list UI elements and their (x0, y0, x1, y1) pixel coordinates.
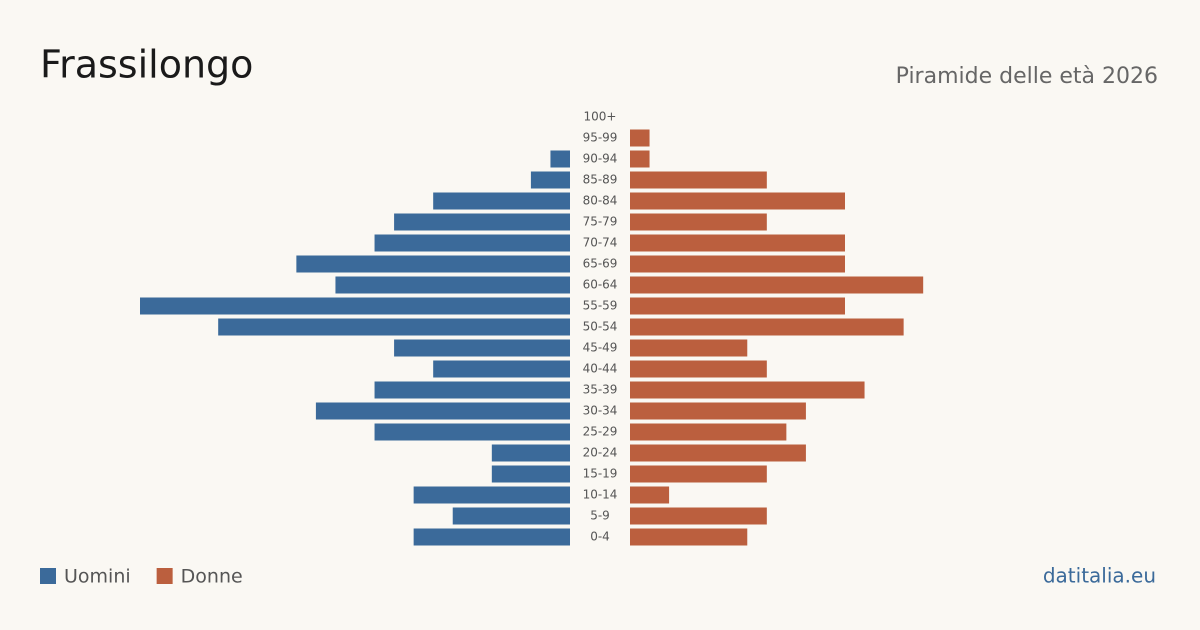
bar (630, 528, 748, 546)
bar (433, 360, 570, 378)
bar (452, 507, 570, 525)
bar (630, 297, 845, 315)
bar (630, 150, 650, 168)
bar (630, 465, 767, 483)
age-label: 100+ (584, 110, 617, 124)
bar (630, 255, 845, 273)
age-label: 85-89 (583, 173, 618, 187)
age-label: 50-54 (583, 320, 618, 334)
bar (374, 381, 570, 399)
age-label: 25-29 (583, 425, 618, 439)
bar (630, 129, 650, 147)
bar (335, 276, 570, 294)
bar (630, 234, 845, 252)
legend-label: Donne (181, 566, 243, 588)
bar (630, 171, 767, 189)
bar (630, 192, 845, 210)
bar (315, 402, 570, 420)
legend-swatch (40, 568, 56, 584)
chart-subtitle: Piramide delle età 2026 (896, 64, 1158, 89)
bar (394, 213, 570, 231)
age-label: 20-24 (583, 446, 618, 460)
age-label: 0-4 (590, 530, 610, 544)
bar (413, 528, 570, 546)
bar (413, 486, 570, 504)
bar (630, 507, 767, 525)
bar (433, 192, 570, 210)
bar (630, 360, 767, 378)
legend-label: Uomini (64, 566, 131, 588)
bar (394, 339, 570, 357)
chart-title: Frassilongo (40, 43, 253, 87)
bar (374, 234, 570, 252)
bar (630, 423, 787, 441)
age-label: 70-74 (583, 236, 618, 250)
age-label: 60-64 (583, 278, 618, 292)
bar (530, 171, 570, 189)
bar (550, 150, 570, 168)
age-label: 55-59 (583, 299, 618, 313)
age-label: 15-19 (583, 467, 618, 481)
age-label: 35-39 (583, 383, 618, 397)
age-label: 10-14 (583, 488, 618, 502)
age-label: 30-34 (583, 404, 618, 418)
age-label: 80-84 (583, 194, 618, 208)
bar (630, 402, 806, 420)
age-label: 90-94 (583, 152, 618, 166)
bar (491, 444, 570, 462)
age-label: 95-99 (583, 131, 618, 145)
legend-swatch (156, 568, 173, 584)
bar (630, 318, 904, 336)
bar (491, 465, 570, 483)
bar (630, 444, 806, 462)
bar (218, 318, 570, 336)
age-label: 65-69 (583, 257, 618, 271)
bar (630, 213, 767, 231)
age-label: 5-9 (590, 509, 610, 523)
age-label: 45-49 (583, 341, 618, 355)
bar (296, 255, 570, 273)
bar (374, 423, 570, 441)
bar (630, 381, 865, 399)
bar (630, 276, 924, 294)
bar (140, 297, 570, 315)
age-label: 75-79 (583, 215, 618, 229)
bar (630, 486, 670, 504)
age-label: 40-44 (583, 362, 618, 376)
bar (630, 339, 748, 357)
source: datitalia.eu (1043, 564, 1156, 588)
